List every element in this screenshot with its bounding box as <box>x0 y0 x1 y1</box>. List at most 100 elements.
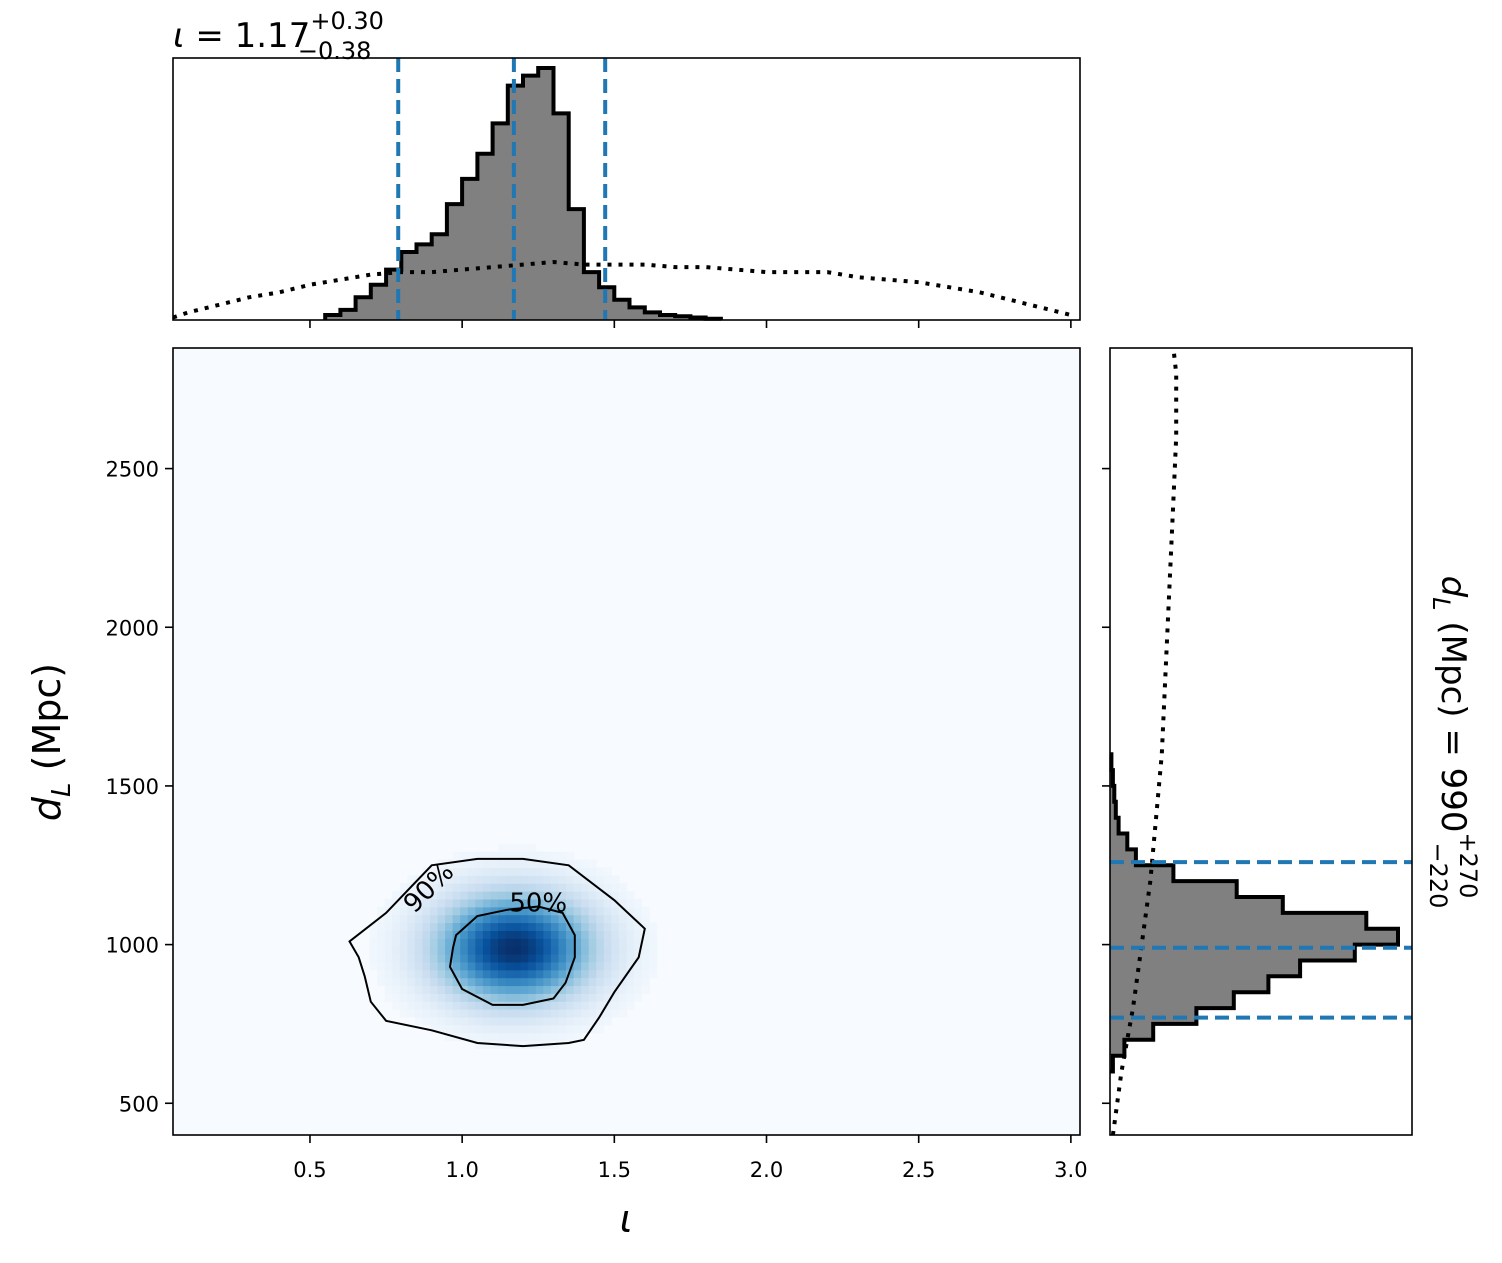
heatmap-cell <box>535 985 544 994</box>
heatmap-cell <box>588 961 597 971</box>
x-tick-label: 1.0 <box>445 1158 478 1182</box>
heatmap-cell <box>482 930 492 939</box>
heatmap-cell <box>588 867 597 876</box>
heatmap-cell <box>535 938 544 947</box>
heatmap-cell <box>399 930 408 939</box>
heatmap-cell <box>581 969 590 979</box>
heatmap-cell <box>452 1009 461 1018</box>
heatmap-cell <box>558 851 567 861</box>
heatmap-cell <box>414 914 424 924</box>
heatmap-cell <box>437 891 446 900</box>
heatmap-cell <box>581 1009 590 1018</box>
heatmap-cell <box>566 930 575 939</box>
distance-marginal-panel: dL (Mpc) = 990+270−220 <box>1102 347 1482 1136</box>
heatmap-cell <box>535 906 544 916</box>
heatmap-cell <box>581 961 590 971</box>
heatmap-cell <box>558 930 567 939</box>
heatmap-cell <box>634 961 643 971</box>
heatmap-cell <box>452 953 461 963</box>
heatmap-cell <box>482 1032 492 1042</box>
heatmap-cell <box>498 977 507 987</box>
heatmap-cell <box>535 898 544 908</box>
heatmap-cell <box>603 993 612 1002</box>
heatmap-cell <box>452 993 461 1002</box>
heatmap-cell <box>429 977 439 987</box>
heatmap-cell <box>490 953 499 963</box>
heatmap-cell <box>414 883 424 892</box>
heatmap-cell <box>618 977 628 987</box>
heatmap-cell <box>520 883 529 892</box>
heatmap-cell <box>460 961 469 971</box>
heatmap-cell <box>377 930 386 939</box>
heatmap-cell <box>460 938 469 947</box>
heatmap-cell <box>626 891 635 900</box>
heatmap-cell <box>581 1024 590 1034</box>
heatmap-cell <box>528 898 537 908</box>
heatmap-cell <box>384 898 393 908</box>
heatmap-cell <box>641 961 650 971</box>
heatmap-cell <box>399 1001 408 1010</box>
x-axis-label: ι <box>620 1197 633 1241</box>
heatmap-cell <box>445 946 454 955</box>
heatmap-cell <box>513 1024 522 1034</box>
heatmap-cell <box>490 977 499 987</box>
heatmap-cell <box>422 969 431 979</box>
heatmap-cell <box>414 977 424 987</box>
heatmap-cell <box>588 875 597 884</box>
heatmap-cell <box>550 883 560 892</box>
heatmap-cell <box>573 1001 582 1010</box>
heatmap-cell <box>467 993 476 1002</box>
heatmap-cell <box>437 922 446 931</box>
distance-panel-ticks <box>1102 467 1110 1105</box>
heatmap-cell <box>543 953 552 963</box>
heatmap-cell <box>475 914 484 924</box>
contour-90-percent <box>348 857 646 1048</box>
heatmap-cell <box>490 891 499 900</box>
heatmap-cell <box>618 906 628 916</box>
iota-title-upper: +0.30 <box>310 7 384 35</box>
heatmap-cell <box>429 993 439 1002</box>
heatmap-cell <box>566 898 575 908</box>
heatmap-cell <box>566 953 575 963</box>
heatmap-cell <box>603 883 612 892</box>
heatmap-cell <box>377 961 386 971</box>
heatmap-cell <box>634 946 643 955</box>
heatmap-cell <box>588 1024 597 1034</box>
heatmap-cell <box>611 969 620 979</box>
heatmap-cell <box>596 1009 605 1018</box>
heatmap-cell <box>588 1001 597 1010</box>
heatmap-cell <box>467 1016 476 1026</box>
heatmap-cell <box>490 867 499 876</box>
heatmap-cell <box>596 922 605 931</box>
heatmap-cell <box>482 1009 492 1018</box>
heatmap-cell <box>460 946 469 955</box>
heatmap-cell <box>452 875 461 884</box>
heatmap-cell <box>422 1009 431 1018</box>
heatmap-cell <box>498 875 507 884</box>
heatmap-cell <box>528 1024 537 1034</box>
heatmap-cell <box>634 969 643 979</box>
heatmap-cell <box>482 906 492 916</box>
heatmap-cell <box>482 875 492 884</box>
heatmap-cell <box>452 906 461 916</box>
heatmap-cell <box>611 938 620 947</box>
heatmap-cell <box>588 891 597 900</box>
heatmap-cell <box>422 953 431 963</box>
heatmap-cell <box>581 953 590 963</box>
heatmap-cell <box>566 906 575 916</box>
heatmap-cell <box>550 1032 560 1042</box>
heatmap-cell <box>452 859 461 869</box>
heatmap-cell <box>513 843 522 853</box>
heatmap-cell <box>581 891 590 900</box>
heatmap-cell <box>550 891 560 900</box>
heatmap-cell <box>399 993 408 1002</box>
heatmap-cell <box>558 977 567 987</box>
heatmap-cell <box>550 985 560 994</box>
heatmap-cell <box>490 914 499 924</box>
heatmap-cell <box>520 914 529 924</box>
heatmap-cell <box>460 1024 469 1034</box>
heatmap-cell <box>513 922 522 931</box>
heatmap-cell <box>467 851 476 861</box>
iota-posterior-steps <box>323 66 723 321</box>
ylabel-subscript: L <box>47 782 77 797</box>
